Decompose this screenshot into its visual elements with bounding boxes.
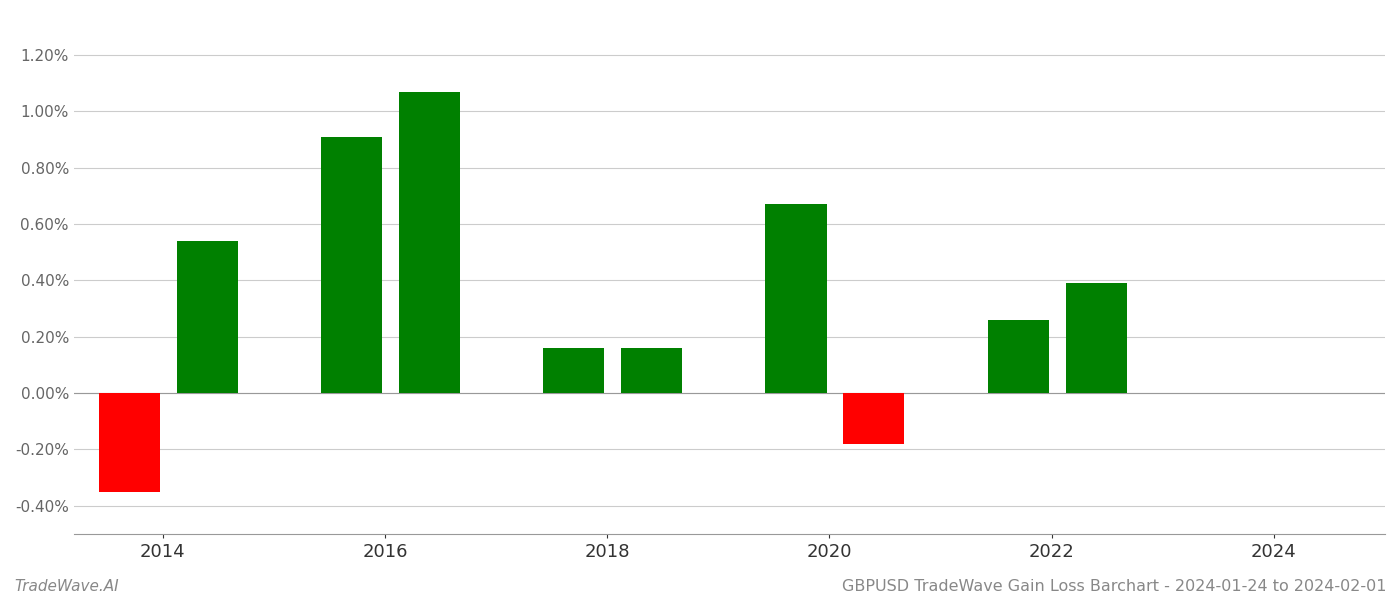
- Bar: [1065, 283, 1127, 393]
- Bar: [843, 393, 904, 444]
- Bar: [622, 348, 682, 393]
- Bar: [99, 393, 160, 492]
- Bar: [543, 348, 605, 393]
- Bar: [176, 241, 238, 393]
- Text: GBPUSD TradeWave Gain Loss Barchart - 2024-01-24 to 2024-02-01: GBPUSD TradeWave Gain Loss Barchart - 20…: [841, 579, 1386, 594]
- Bar: [399, 92, 459, 393]
- Bar: [321, 137, 382, 393]
- Text: TradeWave.AI: TradeWave.AI: [14, 579, 119, 594]
- Bar: [766, 205, 826, 393]
- Bar: [988, 320, 1049, 393]
